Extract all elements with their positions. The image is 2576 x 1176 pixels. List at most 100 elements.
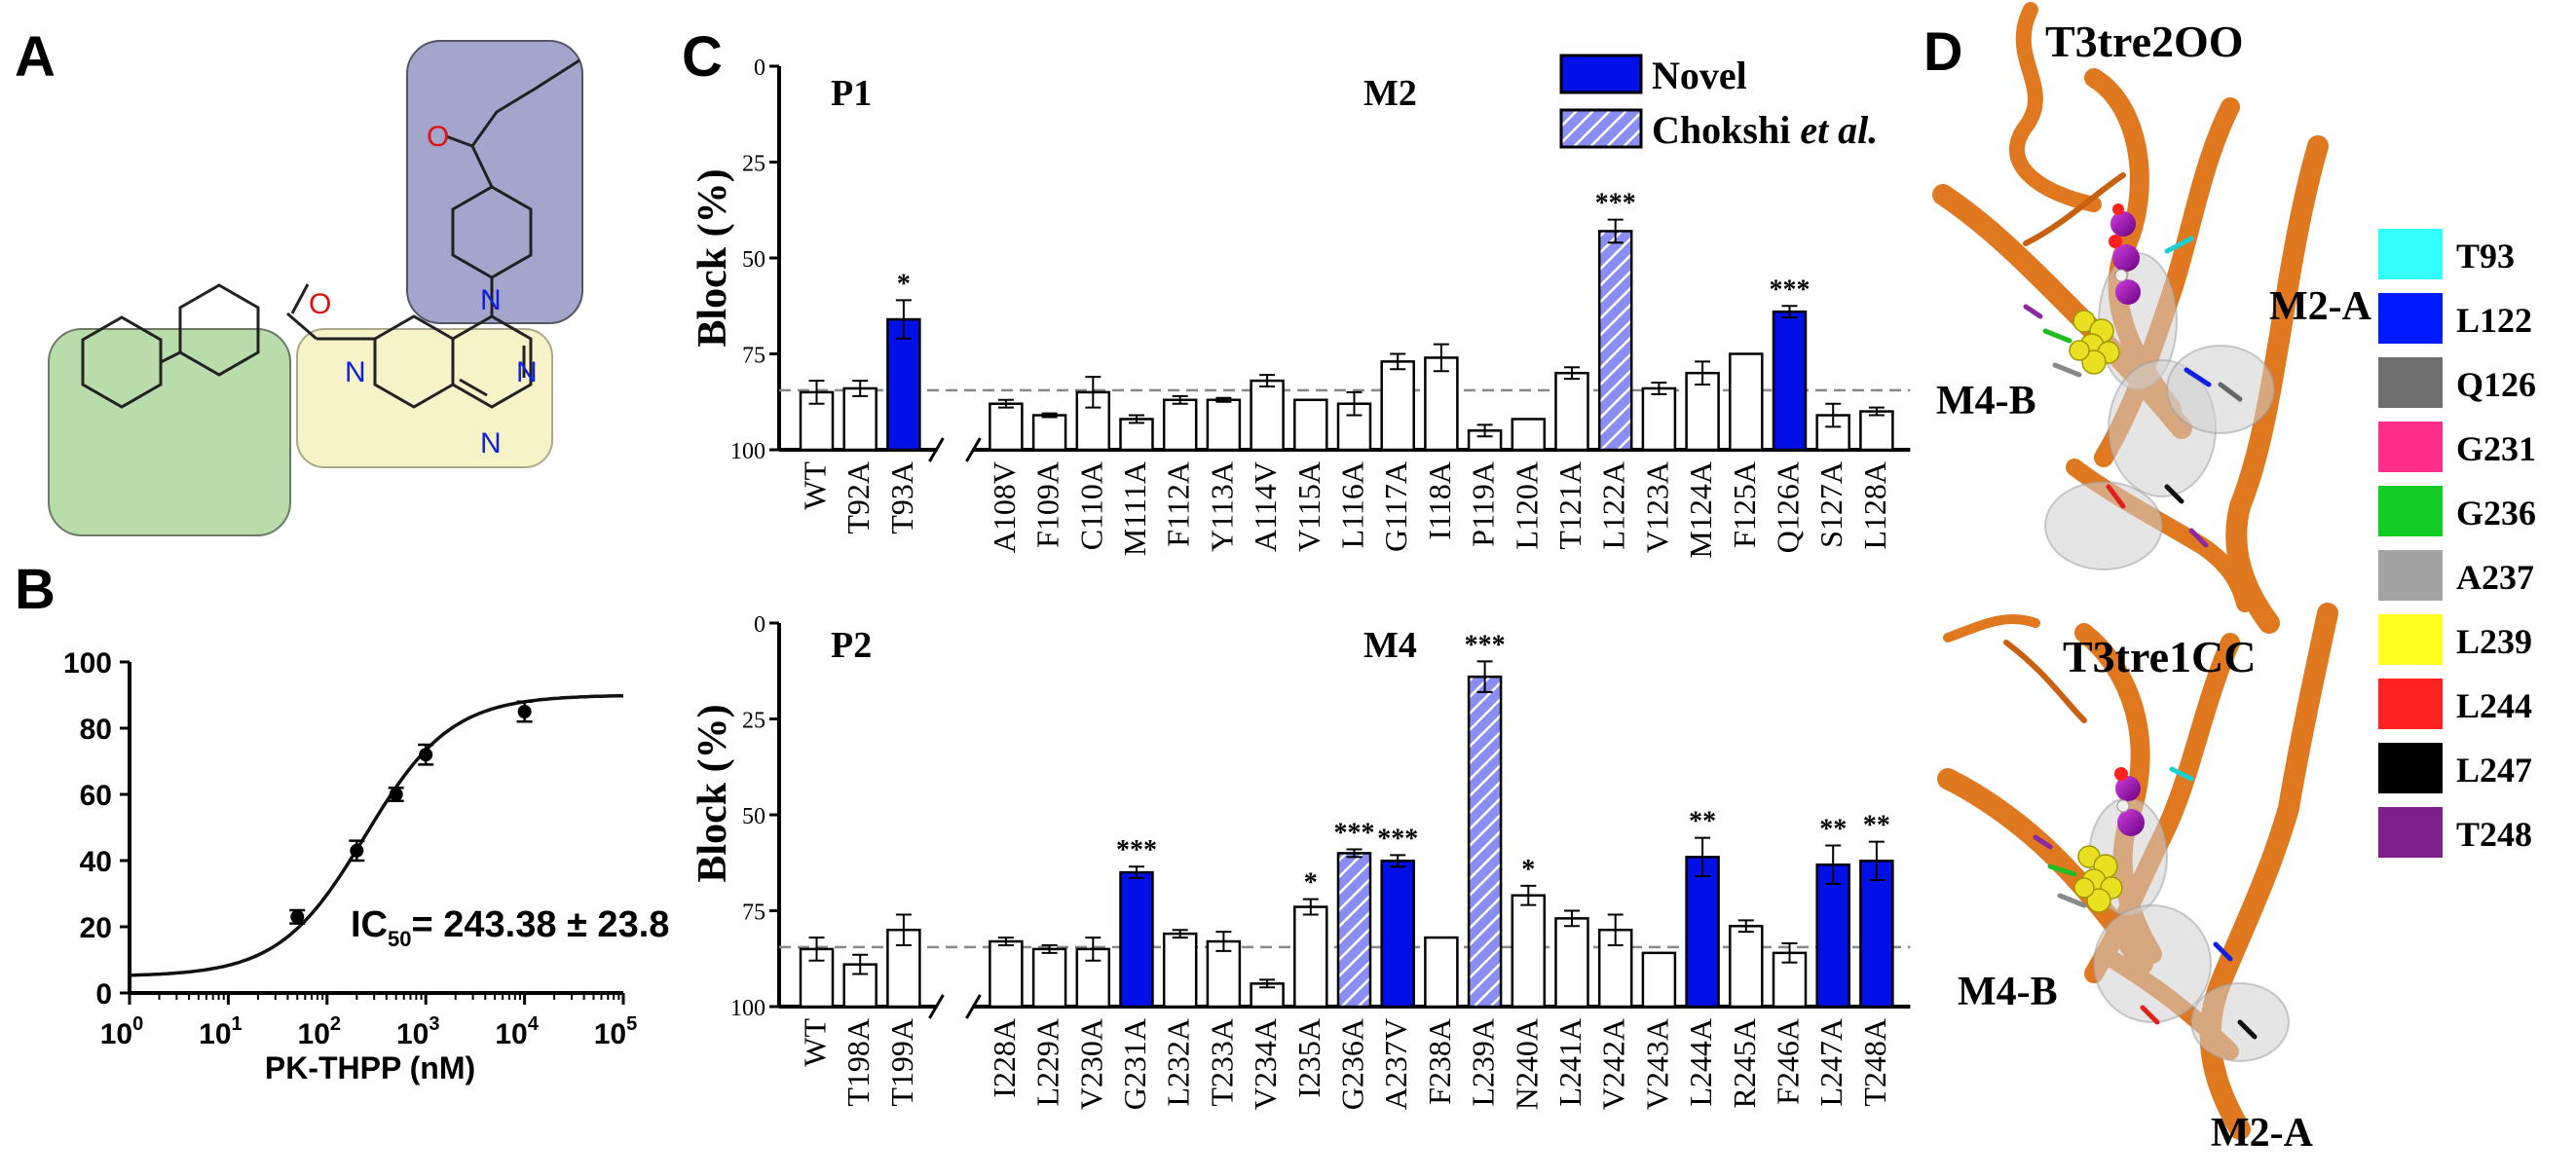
bar-T121A <box>1554 371 1589 452</box>
significance-mark: *** <box>1116 835 1157 865</box>
helix-label-m2a-bottom: M2-A <box>2211 1111 2314 1156</box>
ligand-bottom <box>2073 845 2123 913</box>
bar-label-M124A: M124A <box>1683 461 1718 559</box>
helix-label-m4b-bottom: M4-B <box>1958 970 2058 1014</box>
bar-F246A <box>1772 951 1808 1009</box>
panel-label-b: B <box>15 558 56 621</box>
bar-L241A <box>1554 917 1589 1009</box>
bar-T233A <box>1206 939 1242 1009</box>
residue-legend: T93 L122 Q126 G231 G236 A237 L239 L244 L247 T248 <box>2378 229 2536 858</box>
significance-mark: *** <box>1770 275 1811 305</box>
bar-label-A237V: A237V <box>1378 1018 1413 1110</box>
bar-V115A <box>1293 398 1328 452</box>
bar-label-C110A: C110A <box>1073 461 1108 550</box>
bar-label-WT: WT <box>798 1018 833 1067</box>
bar-label-T248A: T248A <box>1857 1018 1892 1107</box>
bar-label-G236A: G236A <box>1335 1018 1370 1110</box>
panel-b-ytick-label: 40 <box>80 846 112 878</box>
bar-A114V <box>1250 379 1285 452</box>
bar-chart-ytick-label: 75 <box>742 344 765 369</box>
pyridopyrimidine-region <box>296 328 553 468</box>
atom-o-ketone: O <box>427 121 449 153</box>
bar-label-Y113A: Y113A <box>1204 461 1239 552</box>
ions-top <box>2109 203 2141 305</box>
bar-L239A <box>1467 675 1503 1009</box>
biphenyl-region <box>48 328 291 536</box>
significance-mark: ** <box>1819 815 1847 845</box>
axis-break-mark <box>965 994 982 1019</box>
bar-label-F238A: F238A <box>1422 1018 1457 1105</box>
bar-label-L120A: L120A <box>1509 461 1544 550</box>
significance-mark: * <box>1304 868 1318 899</box>
panel-b-ytick-label: 60 <box>80 780 112 812</box>
dose-point <box>419 748 433 762</box>
ligand-top <box>2069 310 2120 375</box>
residue-swatch-T248 <box>2378 807 2443 858</box>
bar-F109A <box>1031 414 1067 452</box>
dose-point <box>517 705 532 718</box>
bar-F112A <box>1162 398 1198 452</box>
bar-Y113A <box>1206 398 1242 452</box>
residue-swatch-G231 <box>2378 422 2443 472</box>
bar-chart-ytick-label: 25 <box>742 709 765 734</box>
bar-label-T233A: T233A <box>1204 1018 1239 1107</box>
panel-b-xtick-label: 100 <box>100 1013 144 1050</box>
residue-swatch-G236 <box>2378 486 2443 536</box>
region-label-m2: M2 <box>1363 73 1417 114</box>
bar-label-L247A: L247A <box>1813 1018 1848 1107</box>
bar-F238A <box>1424 936 1459 1009</box>
residue-swatch-L239 <box>2378 614 2443 665</box>
bar-L232A <box>1162 932 1198 1009</box>
bar-label-V242A: V242A <box>1596 1018 1631 1110</box>
atom-o-amide: O <box>309 288 331 320</box>
residue-label-L239: L239 <box>2456 622 2532 661</box>
bar-label-T199A: T199A <box>884 1018 919 1107</box>
bar-label-T93A: T93A <box>884 461 919 534</box>
axis-break-mark <box>965 437 982 462</box>
bar-label-F112A: F112A <box>1161 461 1196 547</box>
bar-label-A108V: A108V <box>987 461 1022 553</box>
bar-label-I235A: I235A <box>1291 1018 1326 1098</box>
bar-label-F125A: F125A <box>1727 461 1762 548</box>
bar-chart-ytick-label: 100 <box>730 996 765 1021</box>
bar-label-T121A: T121A <box>1552 461 1587 550</box>
ic50-annotation: IC50= 243.38 ± 23.8 <box>351 904 669 951</box>
residue-label-Q126: Q126 <box>2456 365 2536 404</box>
bar-label-L128A: L128A <box>1857 461 1892 550</box>
bar-G236A <box>1336 852 1372 1009</box>
bar-I118A <box>1424 356 1459 452</box>
bar-V123A <box>1641 386 1677 452</box>
bar-label-WT: WT <box>798 461 833 510</box>
significance-mark: *** <box>1595 189 1636 219</box>
bar-label-L241A: L241A <box>1552 1018 1587 1107</box>
legend-swatch-novel <box>1559 54 1643 94</box>
bar-label-V230A: V230A <box>1073 1018 1108 1110</box>
bar-chart-ytick-label: 50 <box>742 804 765 829</box>
bar-M111A <box>1119 418 1154 452</box>
bar-L122A <box>1597 230 1633 452</box>
significance-mark: * <box>1521 855 1535 885</box>
residue-swatch-L122 <box>2378 293 2443 344</box>
bar-chart-ytick-label: 50 <box>742 247 765 273</box>
residue-swatch-Q126 <box>2378 357 2443 408</box>
bar-A237V <box>1380 860 1415 1009</box>
bar-label-L239A: L239A <box>1466 1018 1501 1107</box>
residue-label-L122: L122 <box>2456 301 2532 340</box>
significance-mark: *** <box>1377 824 1418 854</box>
legend-label-novel: Novel <box>1652 54 1747 97</box>
bar-label-T198A: T198A <box>840 1018 876 1107</box>
bar-M124A <box>1685 371 1720 452</box>
bar-L247A <box>1815 863 1850 1009</box>
bar-I228A <box>989 939 1024 1009</box>
bar-label-R245A: R245A <box>1727 1018 1762 1108</box>
ions-bottom <box>2114 767 2145 836</box>
significance-mark: ** <box>1863 811 1890 841</box>
bar-chart-ytick-label: 100 <box>730 439 765 464</box>
panel-c: C Block (%) Block (%) P1 M2 P2 M4 Novel … <box>682 25 1911 1110</box>
bar-label-Q126A: Q126A <box>1771 461 1806 553</box>
bar-L244A <box>1685 856 1720 1009</box>
bar-chart-ytick-label: 25 <box>742 152 765 177</box>
panel-label-a: A <box>15 25 56 89</box>
dose-point <box>350 843 364 858</box>
residue-swatch-L244 <box>2378 679 2443 729</box>
